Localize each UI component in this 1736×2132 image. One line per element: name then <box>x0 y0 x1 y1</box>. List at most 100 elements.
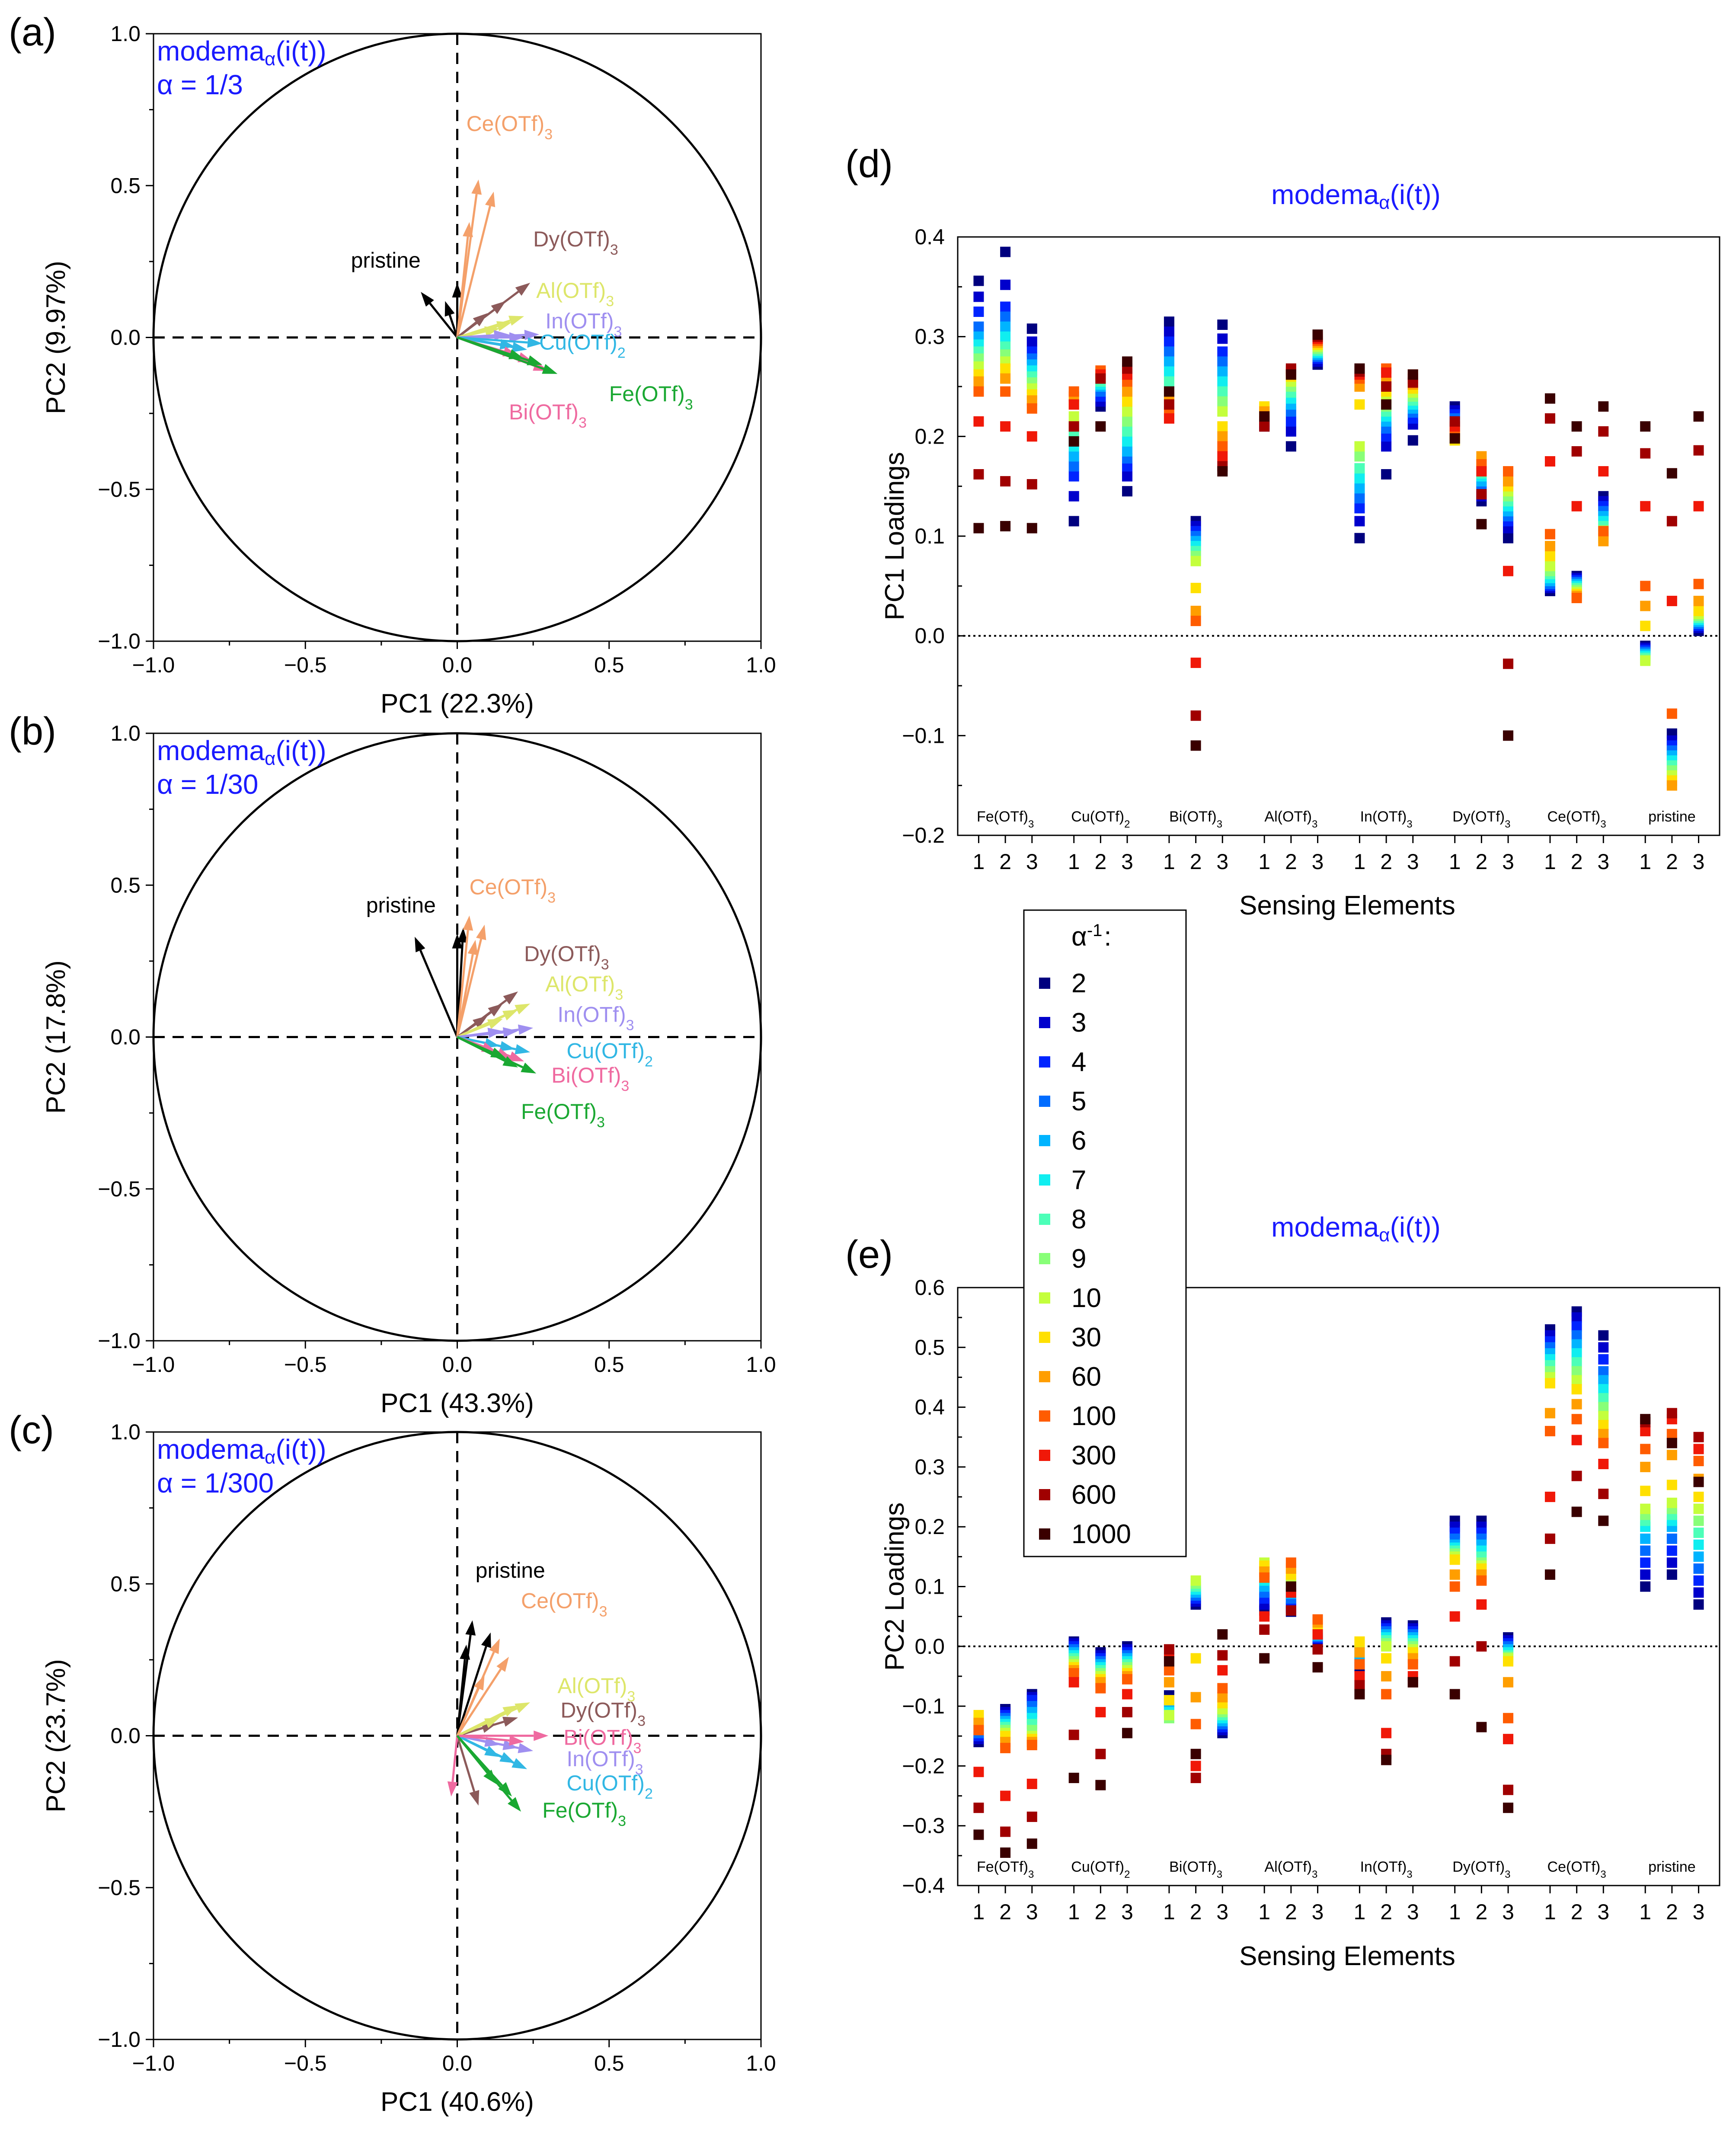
loading-point <box>1640 1533 1651 1544</box>
label-cuotf: Cu(OTf)2 <box>566 1039 652 1070</box>
loading-point <box>1164 1677 1174 1688</box>
loading-point <box>1381 1728 1392 1739</box>
x-tick-label: 0.0 <box>442 2051 473 2075</box>
loading-point <box>1640 581 1651 591</box>
label-alotf: Al(OTf)3 <box>545 972 623 1003</box>
x-tick-label: 2 <box>1666 1900 1678 1924</box>
group-label-ceotf: Ce(OTf)3 <box>1547 809 1606 830</box>
loading-point <box>1122 406 1133 417</box>
series-cuotf2 <box>457 1036 531 1055</box>
series-alotf3 <box>457 316 524 339</box>
label-pristine: pristine <box>476 1558 545 1582</box>
loading-point <box>1693 1551 1704 1562</box>
loading-arrow-head <box>512 1758 528 1769</box>
x-axis-label: Sensing Elements <box>1239 891 1455 921</box>
series-alotf3 <box>457 1004 531 1038</box>
loading-point <box>1407 369 1418 380</box>
x-tick-label: 1.0 <box>746 653 776 677</box>
loading-point <box>1312 1644 1323 1655</box>
label-biotf: Bi(OTf)3 <box>563 1726 641 1757</box>
loading-point <box>1640 448 1651 459</box>
group-label-feotf: Fe(OTf)3 <box>977 809 1034 830</box>
x-tick-label: −1.0 <box>132 2051 175 2075</box>
loading-arrow-shaft <box>456 1668 502 1736</box>
loading-arrow-head <box>421 292 434 307</box>
series-ceotf3 <box>456 179 496 338</box>
x-tick-label: 3 <box>1597 1900 1609 1924</box>
loading-point <box>1381 381 1392 392</box>
x-tick-label: 0.5 <box>594 1352 624 1377</box>
loading-point <box>1640 421 1651 432</box>
x-tick-label: 3 <box>1693 850 1705 874</box>
loading-point <box>1407 1677 1418 1688</box>
x-tick-label: −1.0 <box>132 653 175 677</box>
loading-arrow-head <box>469 1790 480 1806</box>
loading-point <box>1190 1761 1201 1771</box>
loading-point <box>1693 595 1704 606</box>
title-base: modema <box>157 35 265 67</box>
y-tick-label: −0.1 <box>902 1694 945 1718</box>
loading-arrow-head <box>502 1716 518 1727</box>
loading-point <box>1217 1629 1228 1640</box>
loading-point <box>973 469 984 479</box>
y-tick-label: 1.0 <box>110 1420 141 1444</box>
loading-point <box>1666 1429 1677 1439</box>
loading-arrow-shaft <box>457 336 511 355</box>
loading-point <box>1026 431 1037 442</box>
loading-point <box>1285 441 1296 452</box>
label-dyotf-text: Dy(OTf) <box>524 942 601 966</box>
loading-point <box>1571 1435 1582 1445</box>
legend-label: 30 <box>1071 1323 1101 1352</box>
loading-point <box>1354 1647 1365 1658</box>
loading-point <box>1190 1748 1201 1759</box>
label-pristine: pristine <box>351 248 421 272</box>
group-label-alotf-text: Al(OTf) <box>1264 809 1312 825</box>
legend-label: 300 <box>1071 1441 1116 1470</box>
loading-arrow-head <box>509 1735 524 1746</box>
label-dyotf: Dy(OTf)3 <box>560 1698 646 1729</box>
loading-arrow-head <box>473 1016 488 1029</box>
label-feotf: Fe(OTf)3 <box>521 1100 605 1131</box>
label-inotf: In(OTf)3 <box>566 1747 643 1778</box>
loading-point <box>1544 456 1555 467</box>
x-tick-label: 1 <box>1544 1900 1556 1924</box>
label-feotf-text: Fe(OTf) <box>542 1798 618 1822</box>
legend-title-colon: : <box>1104 922 1111 952</box>
loading-arrow-shaft <box>448 314 458 338</box>
y-tick-label: 0.0 <box>914 624 945 648</box>
loading-point <box>1095 421 1106 432</box>
title-subscript: α <box>1379 192 1390 213</box>
loading-point <box>1217 1692 1228 1703</box>
loading-arrow-shaft <box>456 1688 480 1736</box>
loading-point <box>1571 1414 1582 1425</box>
label-pristine-text: pristine <box>366 893 436 917</box>
loading-point <box>1381 469 1392 479</box>
loading-arrow-head <box>512 342 528 352</box>
loading-arrow-head <box>542 364 558 374</box>
loading-arrow-head <box>452 283 463 298</box>
loading-arrow-head <box>496 321 512 332</box>
loading-point <box>1503 1656 1514 1667</box>
x-tick-label: 3 <box>1312 850 1324 874</box>
label-cuotf: Cu(OTf)2 <box>566 1771 652 1802</box>
x-tick-label: 3 <box>1502 850 1514 874</box>
loading-arrow-head <box>509 332 524 343</box>
loading-point <box>973 321 984 332</box>
loading-arrow-shaft <box>457 1722 487 1737</box>
group-label-cuotf: Cu(OTf)2 <box>1071 809 1130 830</box>
label-cuotf-subscript: 2 <box>645 1786 653 1802</box>
loading-arrow-head <box>490 1048 506 1058</box>
legend-label: 6 <box>1071 1126 1086 1156</box>
loading-point <box>1026 336 1037 347</box>
y-tick-label: 0.0 <box>110 1025 141 1049</box>
loading-point <box>1095 373 1106 384</box>
x-tick-label: −0.5 <box>284 653 327 677</box>
loading-point <box>1693 1528 1704 1538</box>
loading-point <box>1217 366 1228 377</box>
label-feotf-subscript: 3 <box>618 1813 626 1829</box>
label-alotf: Al(OTf)3 <box>536 278 614 310</box>
loading-point <box>1217 466 1228 477</box>
loading-arrow-head <box>485 192 496 208</box>
loading-point <box>1190 582 1201 593</box>
loading-arrow-head <box>508 316 524 326</box>
